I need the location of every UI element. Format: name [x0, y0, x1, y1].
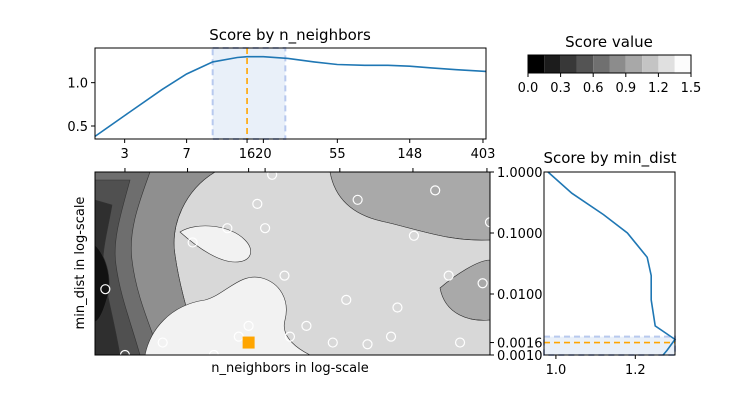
sample-point: [243, 320, 254, 331]
sample-point: [477, 278, 488, 289]
best-marker: [242, 336, 255, 349]
sample-point: [385, 331, 397, 342]
colorbar-level: [544, 55, 561, 73]
sample-point: [301, 320, 312, 331]
colorbar-tick-label: 0.6: [583, 81, 604, 96]
colorbar-tick-label: 0.0: [518, 81, 539, 96]
contour-level-left-7: [95, 244, 110, 323]
sample-point: [259, 223, 271, 234]
sample-points: [100, 169, 496, 361]
sample-point: [279, 270, 290, 281]
sample-point: [408, 230, 420, 241]
contour-y-tick-label: 0.0016: [497, 337, 543, 352]
sample-point: [454, 337, 466, 348]
top-chart: 3 7 16 20 55 148 403 0.5 1.0 Score by n_neighbo…: [67, 26, 495, 162]
top-x-tick-label: 55: [329, 147, 346, 162]
sample-point: [222, 223, 233, 234]
contour-y-tick-label: 0.0010: [497, 349, 543, 364]
colorbar-level: [576, 55, 594, 73]
sample-point: [327, 337, 338, 348]
sample-point: [362, 339, 373, 350]
colorbar-level: [609, 55, 626, 73]
colorbar-tick-label: 0.9: [615, 81, 636, 96]
contour-xlabel: n_neighbors in log-scale: [211, 361, 369, 376]
contour-y-tick-label: 0.1000: [497, 227, 543, 242]
top-x-tick-label: 20: [255, 147, 272, 162]
top-x-tick-label: 7: [182, 147, 190, 162]
right-x-tick-label: 1.0: [546, 363, 567, 378]
sample-point: [443, 270, 454, 281]
sample-point: [252, 198, 263, 209]
top-x-tick-label: 148: [397, 147, 422, 162]
sample-point: [392, 302, 403, 313]
colorbar-tick-label: 1.5: [681, 81, 702, 96]
top-y-tick-label: 0.5: [67, 120, 88, 135]
right-band: [543, 335, 676, 357]
top-y-ticks: 0.5 1.0: [67, 77, 95, 135]
right-x-tick-label: 1.2: [625, 363, 646, 378]
colorbar-level: [560, 55, 577, 73]
colorbar-title: Score value: [565, 33, 653, 51]
top-x-tick-label: 3: [121, 147, 129, 162]
contour-y-tick-label: 1.0000: [497, 166, 543, 181]
colorbar-level: [528, 55, 545, 73]
sample-point: [100, 284, 111, 295]
colorbar: Score value 0.0 0.3 0.6 0.9 1.2 1.5: [518, 33, 702, 96]
contour-fill: [95, 172, 490, 355]
top-series-line: [94, 55, 487, 138]
top-axes-frame: [94, 47, 487, 140]
top-x-tick-label: 403: [471, 147, 496, 162]
contour-level-high-2: [179, 225, 252, 263]
sample-point: [430, 185, 441, 196]
top-band: [211, 47, 287, 140]
colorbar-ticks: 0.0 0.3 0.6 0.9 1.2 1.5: [518, 73, 702, 96]
colorbar-level: [593, 55, 610, 73]
colorbar-levels: [528, 55, 691, 73]
colorbar-level: [658, 55, 675, 73]
contour-ylabel: min_dist in log-scale: [73, 197, 88, 330]
colorbar-tick-label: 0.3: [550, 81, 571, 96]
top-x-ticks: 3 7 16 20 55 148 403: [121, 139, 496, 162]
contour-y-tick-label: 0.0100: [497, 288, 543, 303]
sample-point: [187, 237, 198, 248]
contour-axes-frame: [94, 171, 491, 356]
top-chart-title: Score by n_neighbors: [209, 26, 371, 45]
top-x-tick-label: 16: [239, 147, 256, 162]
right-axes-frame: [543, 171, 676, 356]
right-chart-title: Score by min_dist: [543, 149, 676, 168]
top-y-tick-label: 1.0: [67, 77, 88, 92]
colorbar-frame: [527, 54, 692, 74]
right-chart: 1.0 1.2 Score by min_dist: [543, 149, 677, 378]
right-series-line: [547, 171, 677, 356]
colorbar-level: [674, 55, 691, 73]
sample-point: [157, 337, 168, 348]
sample-point: [341, 294, 352, 306]
colorbar-level: [642, 55, 659, 73]
colorbar-tick-label: 1.2: [648, 81, 669, 96]
sample-point: [267, 169, 278, 180]
contour-x-ticks: [124, 168, 488, 172]
right-x-ticks: 1.0 1.2: [546, 355, 646, 378]
colorbar-level: [625, 55, 643, 73]
sample-point: [284, 331, 296, 342]
sample-point: [352, 194, 363, 205]
